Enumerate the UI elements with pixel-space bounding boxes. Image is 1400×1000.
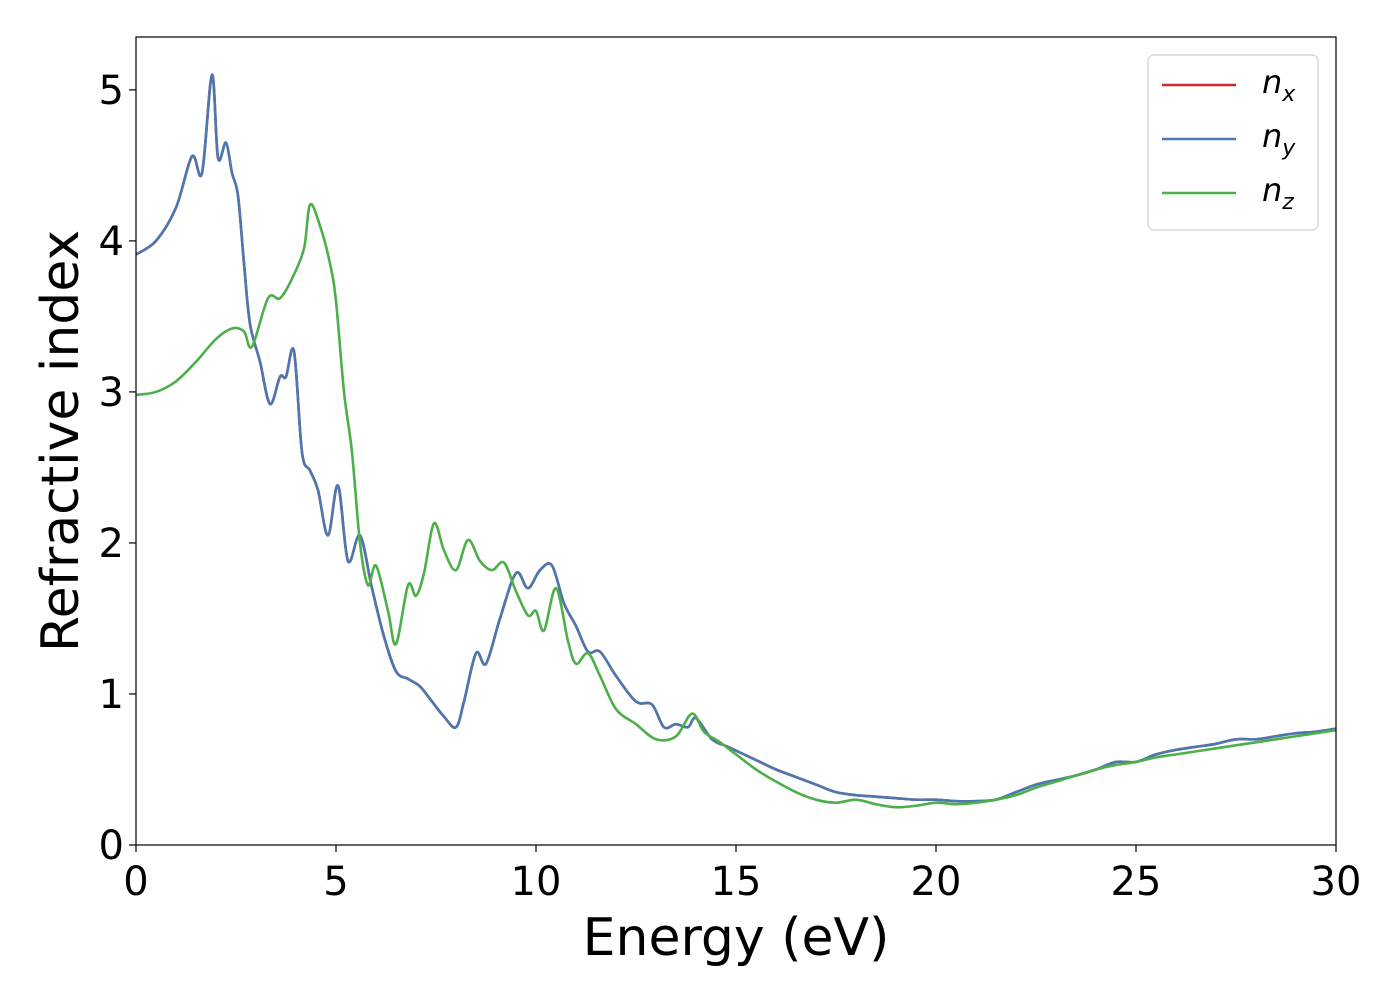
series-line-z — [136, 202, 1336, 809]
x-tick-label: 20 — [911, 859, 962, 905]
y-tick-label: 5 — [99, 68, 124, 114]
x-tick-label: 5 — [323, 859, 348, 905]
legend-box — [1147, 54, 1319, 231]
y-tick-label: 3 — [99, 370, 124, 416]
x-axis: 0 5 10 15 20 25 30 — [123, 845, 1361, 905]
legend: nx ny nz — [1147, 54, 1319, 231]
y-tick-label: 4 — [99, 219, 124, 265]
y-tick-label: 2 — [99, 521, 124, 567]
x-tick-label: 0 — [123, 859, 148, 905]
x-tick-label: 15 — [711, 859, 762, 905]
y-tick-label: 1 — [99, 672, 124, 718]
x-tick-label: 10 — [511, 859, 562, 905]
x-tick-label: 25 — [1111, 859, 1162, 905]
x-tick-label: 30 — [1311, 859, 1362, 905]
series-line-y — [136, 73, 1336, 803]
y-tick-label: 0 — [99, 823, 124, 869]
y-axis: 0 1 2 3 4 5 — [99, 68, 136, 869]
legend-label-z: nz — [1262, 171, 1294, 215]
legend-label-y: ny — [1262, 117, 1296, 161]
legend-label-x: nx — [1262, 63, 1296, 107]
x-axis-title: Energy (eV) — [583, 908, 890, 968]
y-axis-title: Refractive index — [31, 230, 91, 652]
series-layer — [136, 73, 1336, 809]
